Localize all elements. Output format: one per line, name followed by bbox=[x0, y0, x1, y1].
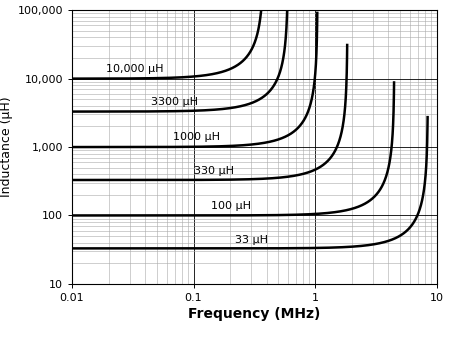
Text: 33 μH: 33 μH bbox=[235, 235, 268, 245]
Text: 330 μH: 330 μH bbox=[194, 166, 234, 176]
Text: 100 μH: 100 μH bbox=[211, 201, 251, 211]
Y-axis label: Inductance (μH): Inductance (μH) bbox=[0, 97, 13, 197]
Text: 10,000 μH: 10,000 μH bbox=[106, 64, 163, 74]
Text: 1000 μH: 1000 μH bbox=[173, 132, 220, 143]
Text: 3300 μH: 3300 μH bbox=[151, 97, 198, 107]
X-axis label: Frequency (MHz): Frequency (MHz) bbox=[188, 307, 320, 321]
